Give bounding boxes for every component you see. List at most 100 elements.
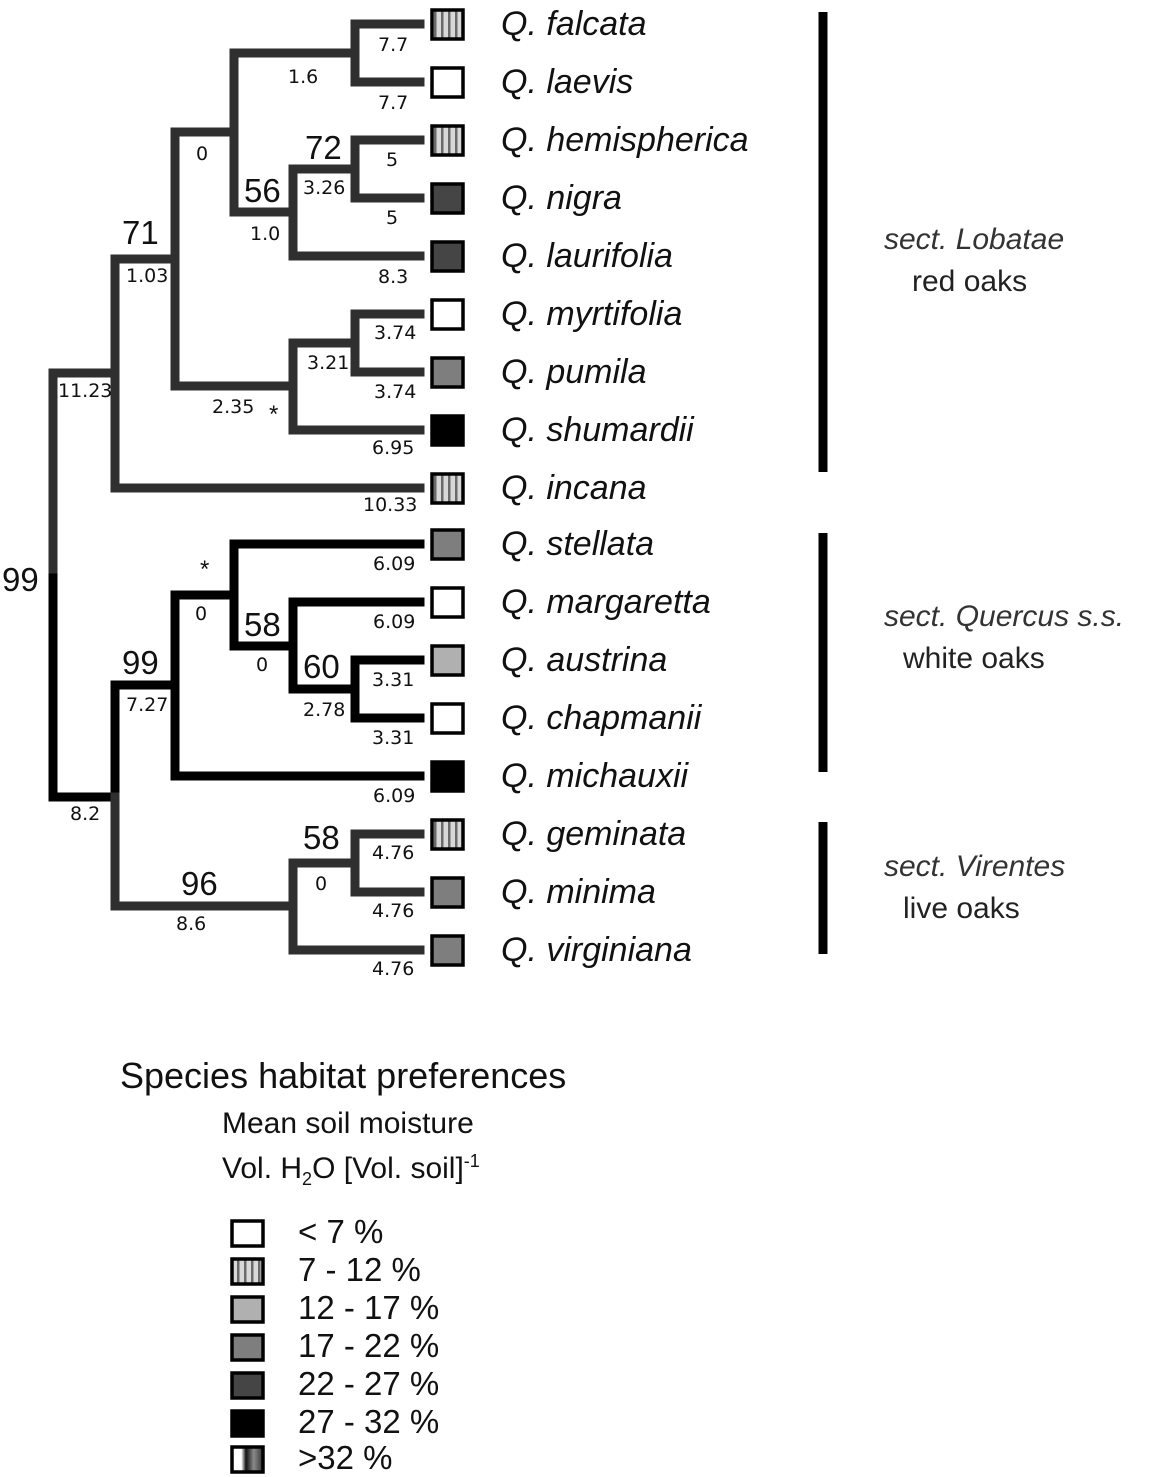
legend-label: >32 % [298,1439,393,1476]
species-label: Q. margaretta [501,583,711,621]
bs-96: 96 [181,865,218,902]
legend-swatch [230,1445,265,1474]
bl-node-2-35: 2.35 [212,396,254,418]
species-label: Q. laurifolia [501,237,673,275]
bl-virentes-stem: 8.6 [176,913,206,935]
legend-subtitle: Mean soil moisture [222,1107,474,1140]
species-label: Q. hemispherica [501,121,749,159]
legend-swatch [230,1371,265,1400]
bl-geminata: 4.76 [372,842,414,864]
bl-node-asterisk-white: 0 [195,603,207,625]
section-common-name: white oaks [902,642,1045,675]
tip-habitat-boxes [430,8,465,967]
box-falcata [430,8,465,41]
legend-swatch [230,1333,265,1362]
box-laevis [430,66,465,99]
species-labels: Q. falcata Q. laevis Q. hemispherica Q. … [501,5,749,969]
red-oak-clade-branches [48,19,425,583]
box-pumila [430,356,465,389]
bl-virginiana: 4.76 [372,958,414,980]
branch-length-labels: 7.7 7.7 1.6 0 5 5 3.26 8.3 1.0 1.03 3.74… [58,34,417,980]
species-label: Q. nigra [501,179,622,217]
box-nigra [430,182,465,215]
asterisk-red: * [269,401,278,428]
bl-margaretta: 6.09 [373,611,415,633]
virentes-clade-branches [110,792,425,955]
legend-swatch [230,1219,265,1248]
habitat-legend: Species habitat preferences Mean soil mo… [0,1055,1167,1476]
box-stellata [430,528,465,561]
bl-hemispherica: 5 [386,149,398,171]
phylogenetic-tree: 7.7 7.7 1.6 0 5 5 3.26 8.3 1.0 1.03 3.74… [2,5,1124,980]
species-label: Q. austrina [501,641,667,679]
bs-58-white: 58 [244,606,281,643]
species-label: Q. stellata [501,525,654,563]
bs-56: 56 [244,172,281,209]
box-margaretta [430,586,465,619]
legend-label: 17 - 22 % [298,1327,440,1364]
bl-shumardii: 6.95 [372,437,414,459]
bs-58-virentes: 58 [303,819,340,856]
branch-root-upper [48,368,120,583]
species-label: Q. laevis [501,63,633,101]
species-label: Q. geminata [501,815,686,853]
species-label: Q. myrtifolia [501,295,682,333]
species-label: Q. pumila [501,353,647,391]
box-incana [430,472,465,505]
white-oak-clade-branches [48,539,425,802]
bl-laevis: 7.7 [378,92,408,114]
branch-virentes-to-root [110,792,298,911]
legend-unit-sup: -1 [463,1151,480,1171]
section-name: sect. Quercus s.s. [884,600,1124,633]
section-name: sect. Lobatae [884,223,1064,256]
legend-swatch [230,1409,265,1438]
box-laurifolia [430,240,465,273]
box-shumardii [430,414,465,447]
species-label: Q. falcata [501,5,647,43]
bl-austrina: 3.31 [372,669,414,691]
bl-myrtifolia: 3.74 [374,322,416,344]
bl-michauxii: 6.09 [373,785,415,807]
bl-laurifolia: 8.3 [378,266,408,288]
box-virginiana [430,934,465,967]
bl-node-56: 1.0 [250,223,280,245]
bl-node-71: 1.03 [126,265,168,287]
bl-node-99-white: 7.27 [126,694,168,716]
bl-incana: 10.33 [363,494,417,516]
box-austrina [430,644,465,677]
bl-chapmanii: 3.31 [372,727,414,749]
section-common-name: live oaks [903,892,1020,925]
bs-72: 72 [305,129,342,166]
bl-nigra: 5 [386,207,398,229]
legend-label: 27 - 32 % [298,1403,440,1440]
species-label: Q. incana [501,469,647,507]
bs-99-white: 99 [122,644,159,681]
legend-label: 12 - 17 % [298,1289,440,1326]
box-michauxii [430,760,465,793]
asterisk-white: * [200,556,209,583]
bl-minima: 4.76 [372,900,414,922]
bl-node-58-white: 0 [256,654,268,676]
species-label: Q. michauxii [501,757,689,795]
legend-unit-a: Vol. H [222,1152,303,1185]
branch-white-to-root [110,680,180,802]
legend-swatch [230,1257,265,1286]
bl-falcata-laevis-node: 1.6 [288,66,318,88]
box-geminata [430,818,465,851]
bl-falcata: 7.7 [378,34,408,56]
bl-root: 8.2 [70,803,100,825]
species-label: Q. virginiana [501,931,692,969]
branch-root-lower [48,573,120,802]
species-label: Q. chapmanii [501,699,703,737]
bl-node-60: 2.78 [303,699,345,721]
legend-label: 22 - 27 % [298,1365,440,1402]
bl-node-58-virentes: 0 [315,873,327,895]
section-labels: sect. Lobatae red oaks sect. Quercus s.s… [884,223,1124,925]
legend-swatch [230,1295,265,1324]
box-hemispherica [430,124,465,157]
legend-label: < 7 % [298,1213,384,1250]
bl-hemi-nigra-node: 3.26 [303,177,345,199]
bl-stellata: 6.09 [373,553,415,575]
bl-node-0: 0 [196,143,208,165]
legend-unit-sub: 2 [302,1169,313,1189]
